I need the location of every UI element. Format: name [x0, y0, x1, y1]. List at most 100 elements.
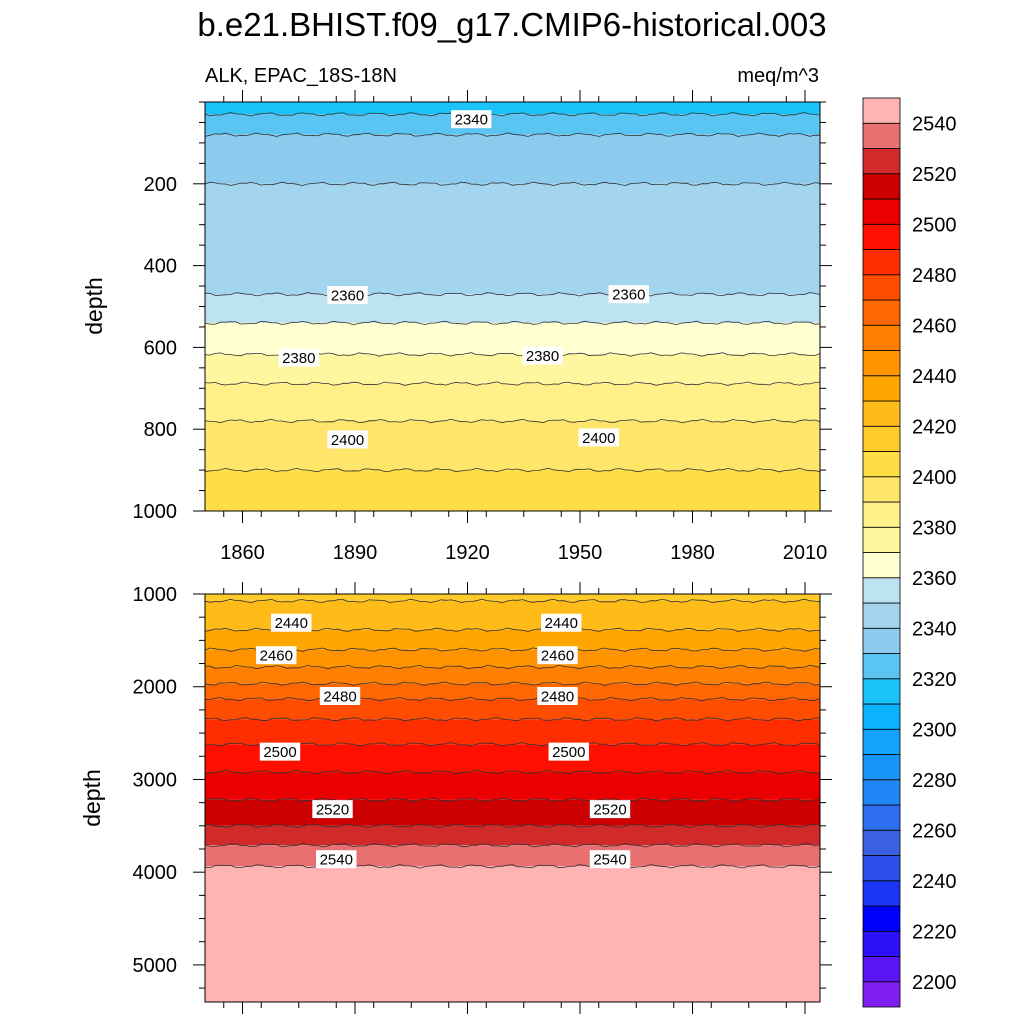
colorbar-swatch: [862, 451, 901, 478]
colorbar-swatch: [862, 299, 901, 326]
lower-y-tick-label: 5000: [133, 955, 178, 977]
colorbar-swatch: [862, 122, 901, 149]
lower-y-tick-label: 4000: [133, 862, 178, 884]
svg-text:2340: 2340: [455, 112, 488, 129]
upper-y-tick-label: 800: [144, 419, 177, 441]
svg-text:2540: 2540: [593, 852, 626, 869]
upper-x-tick-label: 1860: [220, 542, 265, 564]
lower-contour-label: 2520: [589, 800, 631, 819]
svg-text:2360: 2360: [331, 288, 364, 305]
colorbar-swatch: [862, 905, 901, 932]
colorbar-swatch: [862, 324, 901, 351]
svg-text:2480: 2480: [541, 689, 574, 706]
upper-contour-line: [204, 418, 821, 424]
colorbar-tick-label: 2240: [912, 871, 957, 893]
upper-y-tick-label: 200: [144, 174, 177, 196]
lower-contour-label: 2460: [537, 646, 578, 665]
lower-contour-line: [204, 716, 821, 722]
colorbar-swatch: [862, 627, 901, 654]
lower-fill-band: [205, 719, 820, 745]
lower-panel: 2440 2440 2460 2460 2480 2480 2500 2500 2520 2520…: [79, 582, 832, 1014]
lower-contour-label: 2500: [259, 742, 301, 761]
colorbar-swatch: [862, 97, 901, 124]
upper-contour-line: [204, 181, 821, 187]
svg-text:2400: 2400: [331, 432, 364, 449]
svg-text:2480: 2480: [323, 689, 356, 706]
lower-y-tick-label: 3000: [133, 769, 178, 791]
colorbar-tick-label: 2380: [912, 517, 957, 539]
colorbar-swatch: [862, 173, 901, 200]
colorbar-tick-label: 2500: [912, 214, 957, 236]
upper-fill-band: [205, 134, 820, 184]
colorbar-swatch: [862, 501, 901, 528]
colorbar: 2200 2220 2240 2260 2280 2300 2320 2340 2360 2380…: [862, 97, 957, 1008]
upper-fill-band: [205, 114, 820, 135]
colorbar-swatch: [862, 754, 901, 781]
colorbar-swatch: [862, 249, 901, 276]
lower-contour-line: [204, 664, 821, 670]
colorbar-swatch: [862, 653, 901, 680]
lower-contour-line: [204, 598, 821, 604]
colorbar-swatch: [862, 678, 901, 705]
upper-contour-label: 2380: [522, 346, 563, 365]
colorbar-tick-label: 2200: [912, 972, 957, 994]
lower-contour-line: [204, 769, 821, 775]
lower-fill-band: [205, 629, 820, 650]
lower-contour-label: 2500: [548, 742, 589, 761]
upper-contour-label: 2400: [578, 428, 619, 447]
colorbar-swatch: [862, 981, 901, 1008]
upper-x-tick-label: 1950: [558, 542, 603, 564]
lower-contour-label: 2440: [271, 613, 312, 632]
lower-contour-line: [204, 864, 821, 869]
upper-contour-label: 2380: [278, 348, 319, 367]
upper-panel: 2340 2360 2360 2380 2380 2400 2400 200 400 600 80…: [81, 90, 832, 564]
colorbar-tick-label: 2420: [912, 416, 957, 438]
lower-contour-label: 2460: [256, 646, 297, 665]
lower-fill-band: [205, 683, 820, 700]
lower-contour-label: 2520: [312, 800, 353, 819]
upper-contour-label: 2340: [451, 110, 492, 129]
lower-fill-band: [205, 699, 820, 720]
upper-contour-line: [204, 132, 821, 137]
colorbar-swatch: [862, 198, 901, 225]
lower-fill-band: [205, 649, 820, 668]
colorbar-tick-label: 2300: [912, 719, 957, 741]
lower-contour-line: [204, 823, 821, 828]
lower-contour-line: [204, 842, 821, 848]
upper-y-tick-label: 600: [144, 337, 177, 359]
upper-y-tick-label: 400: [144, 256, 177, 278]
svg-text:2520: 2520: [316, 802, 349, 819]
upper-contour-line: [204, 467, 821, 473]
upper-contour-fills: [205, 102, 820, 511]
colorbar-swatch: [862, 148, 901, 175]
upper-fill-band: [205, 421, 820, 471]
colorbar-swatch: [862, 779, 901, 806]
colorbar-tick-label: 2540: [912, 113, 957, 135]
svg-text:2380: 2380: [282, 350, 315, 367]
colorbar-tick-label: 2360: [912, 568, 957, 590]
upper-axis-ticks: 200 400 600 800 1000 1860 1890 1920 1950 1980 2010: [133, 90, 832, 564]
colorbar-tick-label: 2440: [912, 366, 957, 388]
lower-contour-line: [204, 681, 821, 686]
lower-y-tick-label: 2000: [133, 677, 178, 699]
lower-contour-label: 2540: [316, 850, 357, 869]
lower-contour-line: [204, 742, 821, 747]
colorbar-swatch: [862, 223, 901, 250]
upper-fill-band: [205, 183, 820, 295]
lower-fill-band: [205, 594, 820, 601]
colorbar-tick-label: 2340: [912, 618, 957, 640]
upper-contour-label: 2400: [327, 430, 368, 449]
colorbar-tick-label: 2400: [912, 467, 957, 489]
lower-fill-band: [205, 772, 820, 800]
lower-contour-labels: 2440 2440 2460 2460 2480 2480 2500 2500 2520 2520…: [256, 613, 631, 869]
upper-x-tick-label: 1920: [445, 542, 490, 564]
colorbar-swatch: [862, 552, 901, 579]
svg-text:2400: 2400: [582, 430, 615, 447]
upper-fill-band: [205, 102, 820, 115]
lower-plot-frame: [204, 593, 821, 1003]
colorbar-swatch: [862, 425, 901, 452]
colorbar-swatch: [862, 956, 901, 983]
colorbar-swatch: [862, 804, 901, 831]
upper-contour-labels: 2340 2360 2360 2380 2380 2400 2400: [278, 110, 649, 449]
units-label: meq/m^3: [737, 65, 819, 87]
